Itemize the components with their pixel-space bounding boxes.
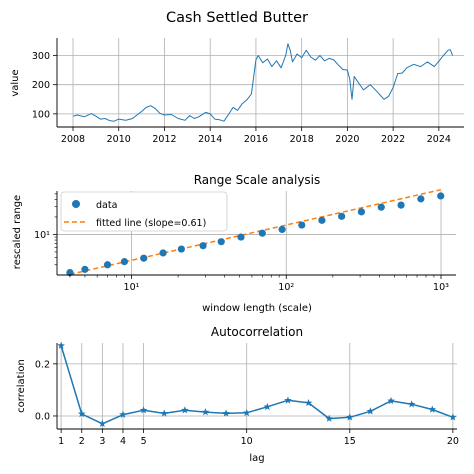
autocorrelation-marker — [181, 406, 189, 414]
x-tick-label: 2018 — [290, 134, 314, 145]
x-tick-label: 2020 — [335, 134, 359, 145]
y-tick-label: 200 — [32, 80, 50, 91]
legend-frame — [60, 191, 228, 232]
autocorrelation-grid — [57, 343, 457, 429]
legend-data-marker — [72, 200, 80, 208]
data-point — [377, 203, 385, 211]
range-scale-title: Range Scale analysis — [194, 173, 321, 187]
autocorrelation-axes — [56, 343, 457, 430]
autocorrelation-marker — [449, 413, 457, 421]
price-line — [72, 43, 454, 122]
autocorrelation-marker — [407, 400, 416, 408]
data-point — [177, 245, 185, 253]
x-tick-label: 2014 — [198, 134, 222, 145]
autocorrelation-marker — [77, 409, 86, 418]
range-scale-ticks: 10¹ 10² 10³ 10¹ — [34, 193, 449, 293]
autocorrelation-marker — [428, 405, 437, 413]
x-tick-label: 10 — [241, 436, 253, 447]
autocorrelation-series — [57, 341, 457, 428]
price-panel: 2008 2010 2012 2014 2016 2018 2020 2022 2024 100 2… — [10, 38, 464, 145]
range-scale-y-axis-label: rescaled range — [12, 195, 23, 269]
x-tick-label: 1 — [58, 436, 64, 447]
data-point — [237, 233, 245, 241]
data-point — [258, 229, 266, 237]
x-tick-label: 10² — [278, 282, 294, 293]
data-point — [81, 265, 89, 273]
autocorrelation-marker — [325, 414, 333, 422]
autocorrelation-marker — [387, 396, 395, 405]
data-point — [217, 238, 225, 246]
price-ticks: 2008 2010 2012 2014 2016 2018 2020 2022 2024 100 2… — [32, 51, 451, 145]
autocorrelation-marker — [242, 408, 251, 417]
legend-data-label: data — [96, 200, 117, 211]
data-point — [120, 258, 129, 266]
autocorrelation-marker — [201, 408, 210, 416]
x-tick-label: 2016 — [244, 134, 268, 145]
autocorrelation-marker — [304, 398, 313, 407]
data-point — [159, 249, 167, 257]
autocorrelation-marker — [263, 402, 272, 411]
data-point — [417, 195, 425, 203]
autocorrelation-line — [60, 345, 454, 425]
y-tick-label: 100 — [32, 109, 50, 120]
x-tick-label: 3 — [99, 436, 105, 447]
range-scale-panel: Range Scale analysis 10¹ 10² 10³ 10¹ rescal… — [12, 173, 456, 314]
data-point — [437, 192, 445, 200]
x-tick-label: 10³ — [433, 282, 449, 293]
data-point — [66, 268, 74, 277]
data-point — [278, 225, 286, 234]
data-point — [103, 261, 112, 269]
autocorrelation-marker — [222, 409, 230, 417]
autocorrelation-title: Autocorrelation — [211, 325, 303, 339]
autocorrelation-marker — [284, 396, 292, 404]
price-grid — [57, 38, 464, 127]
autocorrelation-marker — [160, 409, 169, 417]
price-series — [72, 43, 454, 122]
autocorrelation-x-axis-label: lag — [249, 453, 264, 464]
autocorrelation-marker — [98, 419, 107, 428]
price-axes — [56, 38, 464, 128]
range-scale-legend: data fitted line (slope=0.61) — [60, 191, 228, 232]
x-tick-label: 10¹ — [124, 282, 140, 293]
figure-suptitle: Cash Settled Butter — [166, 10, 308, 26]
x-tick-label: 2010 — [107, 134, 131, 145]
range-scale-x-axis-label: window length (scale) — [202, 303, 312, 314]
autocorrelation-marker — [119, 410, 127, 418]
x-tick-label: 5 — [141, 436, 147, 447]
data-point — [140, 254, 148, 262]
x-tick-label: 2012 — [152, 134, 176, 145]
data-point — [298, 221, 306, 229]
y-tick-label: 0.0 — [35, 411, 50, 422]
autocorrelation-marker — [345, 413, 354, 421]
data-point — [199, 242, 207, 250]
price-y-axis-label: value — [10, 69, 21, 96]
x-tick-label: 2008 — [61, 134, 85, 145]
data-point — [338, 212, 346, 220]
x-tick-label: 2 — [79, 436, 85, 447]
autocorrelation-ticks: 1 2 3 4 5 10 15 20 0.0 0.2 — [35, 359, 459, 447]
autocorrelation-y-axis-label: correlation — [16, 359, 27, 413]
legend-fit-label: fitted line (slope=0.61) — [96, 218, 206, 229]
range-scale-series — [66, 188, 445, 277]
x-tick-label: 20 — [447, 436, 459, 447]
autocorrelation-marker — [366, 407, 375, 415]
x-tick-label: 2024 — [427, 134, 451, 145]
autocorrelation-marker — [139, 406, 148, 414]
y-tick-label: 300 — [32, 51, 50, 62]
autocorrelation-panel: Autocorrelation 1 2 3 4 5 10 15 20 0.0 0.2 correl… — [16, 325, 459, 464]
autocorrelation-marker — [57, 341, 65, 349]
y-tick-label: 10¹ — [34, 230, 50, 241]
data-point — [397, 201, 405, 209]
y-tick-label: 0.2 — [35, 359, 50, 370]
x-tick-label: 2022 — [381, 134, 405, 145]
x-tick-label: 15 — [344, 436, 356, 447]
x-tick-label: 4 — [120, 436, 126, 447]
range-scale-axes — [56, 191, 456, 276]
data-point — [318, 216, 326, 224]
data-point — [357, 208, 366, 216]
